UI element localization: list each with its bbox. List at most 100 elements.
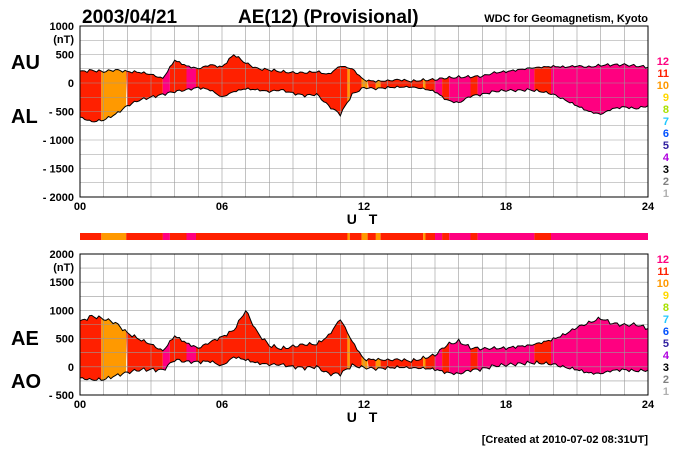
x-tick-label: 12 (358, 201, 370, 213)
fill-segment-17 (442, 76, 450, 102)
fill-segment-16 (435, 348, 443, 374)
station-bar-segment-7 (196, 233, 348, 240)
y-tick-label: - 1500 (43, 164, 74, 176)
legend-count-6: 6 (663, 326, 669, 338)
station-bar-segment-16 (435, 233, 443, 240)
fill-segment-7 (196, 310, 348, 376)
fill-segment-19 (470, 75, 478, 98)
legend-count-4: 4 (663, 350, 670, 362)
fill-segment-19 (470, 347, 478, 372)
station-count-bar (80, 233, 648, 240)
y-tick-label: - 500 (49, 107, 74, 119)
fill-segment-14 (423, 356, 426, 370)
station-bar-segment-19 (470, 233, 478, 240)
legend-count-12: 12 (657, 254, 669, 266)
x-tick-label: 06 (216, 399, 228, 411)
source-label: WDC for Geomagnetism, Kyoto (484, 13, 648, 25)
station-bar-segment-1 (80, 233, 102, 240)
y-tick-label: 1000 (50, 305, 74, 317)
ao-label: AO (11, 371, 41, 393)
x-tick-label: 18 (500, 399, 512, 411)
x-tick-label: 24 (642, 201, 655, 213)
y-tick-label: - 500 (49, 390, 74, 402)
legend-count-11: 11 (657, 68, 669, 80)
y-tick-label: 2000 (50, 249, 74, 261)
legend-count-10: 10 (657, 278, 669, 290)
legend-count-8: 8 (663, 104, 669, 116)
legend-count-7: 7 (663, 314, 669, 326)
y-tick-label: 1000 (50, 21, 74, 33)
fill-segment-4 (162, 339, 170, 371)
fill-segment-12 (375, 358, 381, 371)
fill-segment-6 (186, 65, 196, 91)
fill-segment-14 (423, 78, 426, 90)
fill-segment-1 (80, 69, 102, 122)
legend-count-5: 5 (663, 338, 669, 350)
fill-segment-10 (361, 355, 368, 370)
au-series-line (79, 54, 649, 83)
ae-ao-y-axis: 2000 1500 1000 500 0 - 500 (49, 249, 74, 402)
fill-segment-18 (449, 339, 471, 375)
index-title: AE(12) (Provisional) (238, 7, 419, 28)
legend-count-6: 6 (663, 128, 669, 140)
y-tick-label: 500 (56, 50, 74, 62)
fill-segment-4 (162, 64, 170, 96)
au-label: AU (11, 52, 40, 74)
station-bar-segment-14 (423, 233, 426, 240)
station-bar-segment-20 (477, 233, 535, 240)
y-tick-label: 0 (68, 362, 74, 374)
station-bar-segment-17 (442, 233, 450, 240)
fill-segment-22 (551, 63, 648, 115)
station-bar-segment-5 (169, 233, 187, 240)
legend-count-4: 4 (663, 152, 670, 164)
station-bar-segment-21 (534, 233, 551, 240)
y-tick-label: 1500 (50, 277, 74, 289)
station-bar-segment-9 (349, 233, 362, 240)
fill-segment-2 (101, 69, 127, 121)
date-title: 2003/04/21 (82, 7, 178, 28)
fill-segment-21 (534, 65, 551, 95)
fill-segment-18 (449, 75, 471, 103)
ao-series-line (79, 356, 649, 381)
station-bar-segment-22 (551, 233, 648, 240)
x-tick-label: 24 (642, 399, 655, 411)
fill-segment-6 (186, 343, 196, 364)
station-bar-segment-11 (367, 233, 376, 240)
fill-segment-5 (169, 60, 187, 93)
y-tick-label: - 2000 (43, 192, 74, 204)
x-tick-label: 12 (358, 399, 370, 411)
ae-ao-grid (80, 254, 648, 395)
station-bar-segment-18 (449, 233, 471, 240)
legend-count-12: 12 (657, 56, 669, 68)
fill-segment-8 (347, 67, 350, 103)
station-bar-segment-15 (425, 233, 435, 240)
x-tick-label: 18 (500, 201, 512, 213)
fill-segment-3 (126, 70, 163, 106)
fill-segment-9 (349, 68, 362, 100)
ae-ao-x-axis-label: U T (347, 409, 382, 425)
au-al-grid (80, 26, 648, 197)
ae-label: AE (11, 328, 39, 350)
legend-count-1: 1 (663, 188, 669, 200)
fill-segment-3 (126, 331, 163, 374)
ae-ao-x-axis: 00 06 12 18 24 (74, 399, 655, 411)
legend-count-3: 3 (663, 164, 669, 176)
fill-segment-9 (349, 337, 362, 369)
station-bar-segment-6 (186, 233, 196, 240)
au-al-x-axis: 00 06 12 18 24 (74, 201, 655, 213)
fill-segment-21 (534, 337, 551, 365)
fill-segment-22 (551, 317, 648, 375)
station-bar-segment-2 (101, 233, 127, 240)
au-al-unit-label: (nT) (53, 34, 74, 46)
x-tick-label: 06 (216, 201, 228, 213)
legend-count-10: 10 (657, 80, 669, 92)
ae-ao-frame (79, 253, 649, 396)
al-label: AL (11, 106, 38, 128)
legend-count-11: 11 (657, 266, 669, 278)
legend-count-8: 8 (663, 302, 669, 314)
fill-segment-17 (442, 342, 450, 374)
station-bar-segment-4 (162, 233, 170, 240)
